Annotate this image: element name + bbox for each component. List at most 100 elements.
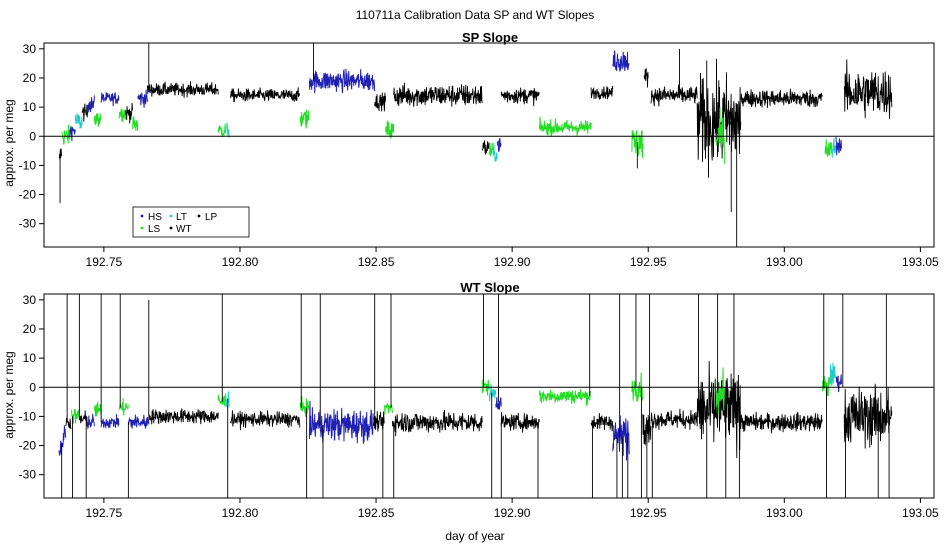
series-segment-wt-9: [148, 408, 219, 425]
series-segment-wt-12: [230, 410, 301, 431]
series-segment-wt-15: [229, 87, 301, 103]
x-tick-label: 193.05: [902, 506, 939, 520]
y-tick-label: -10: [19, 158, 37, 172]
series-segment-hs-0: [58, 425, 67, 456]
series-segment-wt-20: [393, 82, 483, 107]
series-segment-wt-21: [500, 412, 540, 433]
legend-box: [132, 206, 250, 238]
series-segment-lt-14: [224, 122, 230, 138]
x-tick-label: 192.80: [222, 255, 259, 269]
series-segment-hs-37: [835, 136, 842, 156]
series-segment-wt-17: [391, 409, 483, 437]
x-tick-label: 192.85: [358, 255, 395, 269]
x-tick-label: 192.85: [358, 506, 395, 520]
sp-slope-y-axis: -30 -20 -10 0 10 20 30: [19, 42, 44, 231]
series-segment-ls-22: [488, 142, 494, 157]
legend-hs-label: HS: [148, 212, 162, 223]
series-segment-ls-8: [118, 108, 127, 122]
sp-slope-x-axis: 192.75 192.80 192.85 192.90 192.95 193.00 193.…: [86, 247, 939, 269]
series-segment-lt-32: [828, 362, 837, 386]
series-segment-ls-19: [385, 120, 395, 139]
series-segment-ls-10: [132, 116, 139, 131]
series-segment-lt-23: [492, 143, 498, 162]
y-tick-label: 20: [23, 71, 37, 85]
series-segment-wt-1: [65, 416, 72, 430]
series-segment-lt-11: [224, 391, 230, 408]
y-tick-label: -20: [19, 188, 37, 202]
wt-slope-data: [58, 294, 893, 498]
x-tick-label: 192.90: [494, 255, 531, 269]
series-segment-wt-3: [78, 410, 88, 427]
series-segment-ls-5: [93, 401, 102, 418]
y-tick-label: -20: [19, 439, 37, 453]
legend-ls-marker: [140, 226, 144, 230]
series-segment-lt-36: [831, 137, 837, 158]
series-segment-lt-3: [74, 113, 83, 129]
sp-slope-panel: SP Slope approx. per meg -30 -20 -10 0 10 20 3…: [2, 30, 939, 269]
series-segment-wt-34: [843, 383, 893, 449]
series-segment-lt-19: [488, 383, 497, 402]
wt-slope-y-axis: -30 -20 -10 0 10 20 30: [19, 293, 44, 482]
y-tick-label: 30: [23, 42, 37, 56]
series-segment-hs-33: [835, 374, 842, 393]
sp-slope-title: SP Slope: [462, 30, 518, 45]
series-segment-wt-9: [125, 102, 133, 124]
y-tick-label: 10: [23, 351, 37, 365]
x-tick-label: 192.75: [86, 255, 123, 269]
y-tick-label: 30: [23, 293, 37, 307]
series-segment-hs-4: [87, 413, 95, 430]
series-segment-ls-6: [93, 113, 102, 127]
y-tick-label: 10: [23, 100, 37, 114]
y-tick-label: -30: [19, 217, 37, 231]
series-segment-ls-35: [824, 139, 833, 157]
y-tick-label: 20: [23, 322, 37, 336]
y-tick-label: -30: [19, 468, 37, 482]
series-segment-ls-26: [538, 116, 592, 137]
wt-slope-plot-frame: [43, 293, 935, 499]
wt-slope-panel: WT Slope approx. per meg -30 -20 -10 0 10 20 3…: [2, 280, 939, 543]
series-segment-wt-31: [650, 84, 698, 107]
x-tick-label: 192.80: [222, 506, 259, 520]
x-tick-label: 192.95: [630, 506, 667, 520]
series-segment-hs-17: [308, 68, 376, 94]
series-segment-ls-29: [715, 367, 725, 415]
series-segment-hs-8: [127, 414, 150, 430]
series-segment-hs-28: [612, 50, 630, 72]
series-segment-wt-23: [590, 413, 614, 432]
series-segment-wt-15: [372, 411, 385, 432]
series-segment-wt-30: [740, 411, 823, 434]
x-axis-label: day of year: [445, 529, 504, 543]
legend-lt-marker: [169, 214, 173, 218]
y-tick-label: 0: [29, 129, 36, 143]
series-segment-hs-5: [87, 95, 95, 113]
series-segment-wt-27: [650, 408, 698, 430]
sp-slope-plot-frame: [43, 42, 935, 248]
series-segment-wt-18: [374, 92, 387, 112]
series-segment-wt-27: [590, 86, 614, 101]
legend-ls-label: LS: [148, 224, 161, 235]
y-tick-label: 0: [29, 380, 36, 394]
series-segment-hs-14: [308, 400, 374, 444]
sp-slope-legend: HS LT LP LS WT: [132, 206, 250, 238]
series-segment-wt-12: [146, 81, 219, 98]
series-segment-hs-24: [496, 138, 502, 152]
series-segment-wt-4: [81, 103, 88, 122]
wt-slope-ylabel: approx. per meg: [2, 351, 16, 438]
legend-lp-label: LP: [205, 212, 218, 223]
legend-lp-marker: [197, 214, 201, 218]
y-tick-label: -10: [19, 409, 37, 423]
series-segment-ls-13: [217, 123, 226, 138]
series-segment-wt-21: [481, 140, 490, 155]
series-segment-ls-22: [538, 388, 592, 407]
x-tick-label: 193.05: [902, 255, 939, 269]
series-segment-hs-6: [100, 414, 120, 430]
series-segment-hs-24: [612, 415, 630, 461]
wt-slope-x-axis: 192.75 192.80 192.85 192.90 192.95 193.00 193.…: [86, 498, 939, 520]
series-segment-wt-32: [696, 58, 742, 178]
series-segment-ls-25: [631, 372, 644, 402]
x-tick-label: 193.00: [766, 506, 803, 520]
x-tick-label: 193.00: [766, 255, 803, 269]
wt-slope-title: WT Slope: [460, 280, 519, 295]
x-tick-label: 192.90: [494, 506, 531, 520]
